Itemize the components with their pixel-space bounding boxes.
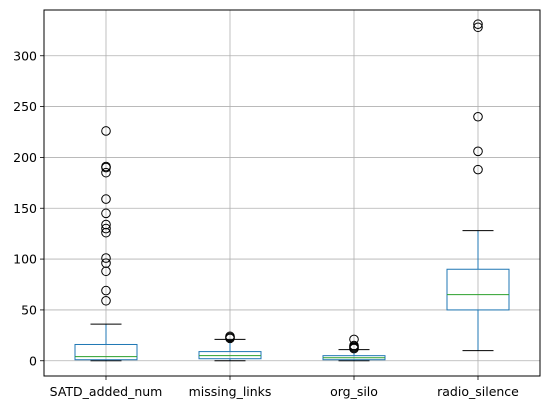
outlier-point <box>225 331 235 342</box>
x-tick-label: SATD_added_num <box>50 384 163 399</box>
y-tick-label: 0 <box>29 353 37 368</box>
box-org_silo <box>322 334 386 362</box>
y-tick-label: 50 <box>21 302 37 317</box>
outlier-point <box>101 194 111 204</box>
grid-lines <box>44 10 540 376</box>
iqr-box <box>198 351 262 360</box>
outlier-point <box>101 285 111 296</box>
outlier-point <box>101 167 111 178</box>
outlier-point <box>473 19 483 30</box>
plot-frame <box>43 9 541 377</box>
outlier-point <box>101 223 111 234</box>
x-tick-label: missing_links <box>189 384 272 399</box>
y-tick-label: 250 <box>13 99 37 114</box>
plot-background <box>44 10 540 376</box>
x-tick-label: radio_silence <box>437 384 519 399</box>
box-radio_silence <box>446 19 510 352</box>
outlier-point <box>473 111 483 122</box>
box-missing_links <box>198 331 262 362</box>
outlier-point <box>101 295 111 306</box>
y-tick-label: 150 <box>13 201 37 216</box>
outlier-point <box>473 22 483 33</box>
boxes <box>74 19 510 362</box>
box-SATD_added_num <box>74 126 138 362</box>
y-tick-label: 200 <box>13 150 37 165</box>
outlier-point <box>473 146 483 157</box>
y-tick-label: 300 <box>13 48 37 63</box>
iqr-box <box>74 343 138 361</box>
outlier-point <box>101 258 111 268</box>
outlier-point <box>101 208 111 219</box>
outlier-point <box>101 126 111 136</box>
outlier-point <box>349 334 359 345</box>
iqr-box <box>446 268 510 311</box>
outlier-point <box>101 253 111 263</box>
outlier-point <box>101 161 111 172</box>
outlier-point <box>349 340 359 351</box>
outlier-point <box>101 219 111 230</box>
x-tick-label: org_silo <box>330 384 378 399</box>
y-tick-label: 100 <box>13 252 37 267</box>
outlier-point <box>473 164 483 175</box>
ticks: 0 50 100 150 200 250 300 SATD_added_num missing_… <box>13 48 519 399</box>
